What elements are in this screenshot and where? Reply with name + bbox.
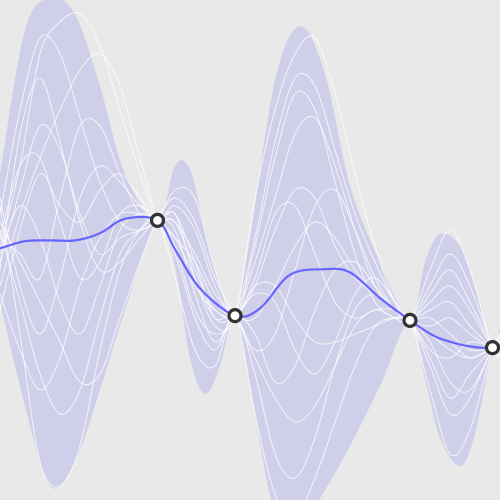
sample-path-11 (0, 72, 500, 359)
sample-path-1 (0, 12, 500, 351)
observation-point-2 (227, 308, 243, 324)
sample-path-13 (0, 188, 500, 391)
sample-path-2 (0, 205, 500, 500)
sample-path-6 (0, 218, 500, 479)
observations-layer (149, 212, 500, 356)
posterior-mean-layer (0, 215, 500, 350)
sample-path-5 (0, 90, 500, 359)
sample-path-8 (0, 118, 500, 351)
observation-point-3 (402, 312, 418, 328)
posterior-mean-line (0, 215, 500, 350)
sample-path-12 (0, 34, 500, 399)
sample-path-4 (0, 197, 500, 423)
observation-point-1 (149, 212, 166, 228)
observation-point-4 (484, 340, 500, 356)
sample-path-9 (0, 77, 500, 384)
sample-path-3 (0, 53, 500, 352)
